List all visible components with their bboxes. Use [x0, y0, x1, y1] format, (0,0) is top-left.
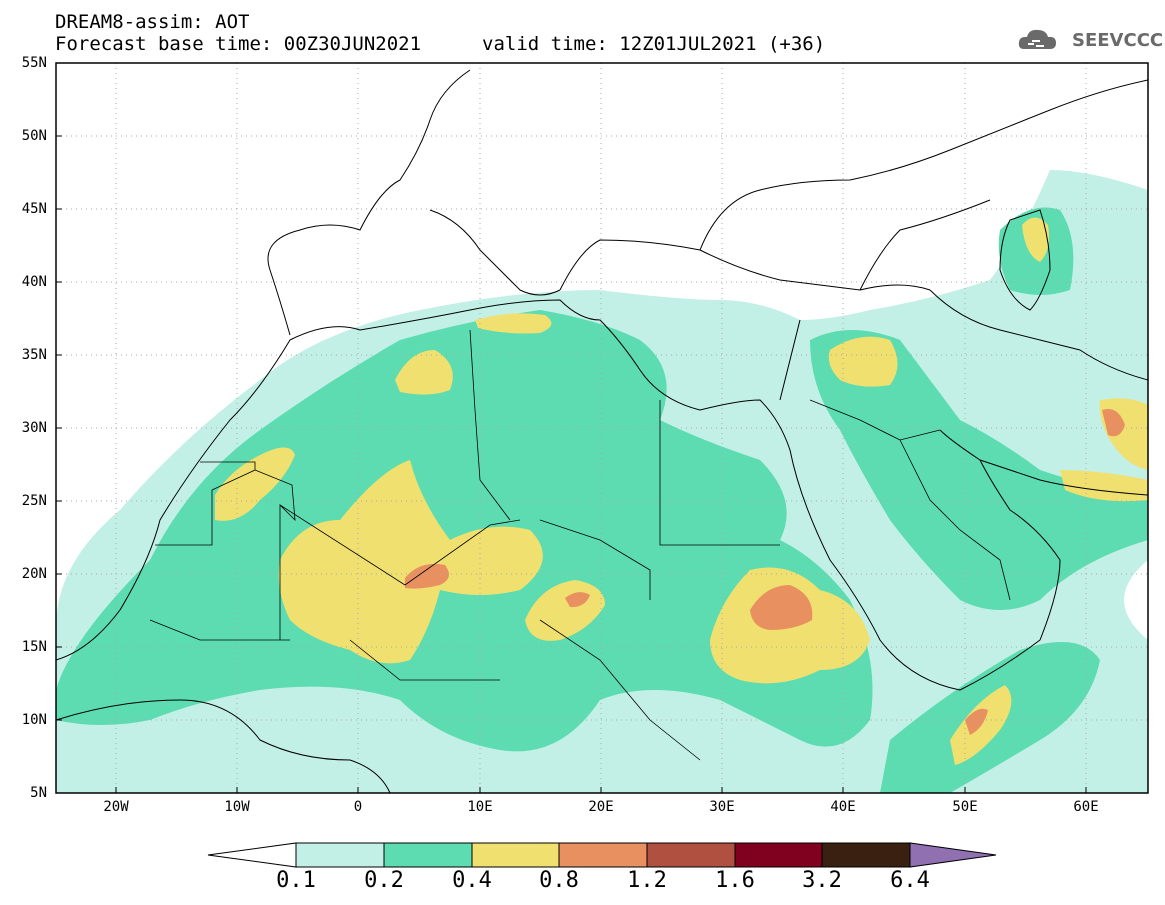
lat-label: 15N	[21, 639, 47, 655]
lon-label: 50E	[952, 799, 978, 815]
aot-level-0.8-arabian-sea	[965, 708, 988, 735]
lon-label: 20E	[588, 799, 614, 815]
lon-label: 30E	[709, 799, 735, 815]
aot-level-0.4-iraq	[828, 336, 898, 387]
colorbar-segment	[558, 842, 648, 868]
logo-text: SEEVCCC	[1072, 30, 1164, 51]
colorbar-label: 6.4	[890, 868, 930, 893]
lon-label: 10E	[467, 799, 493, 815]
aot-level-0.2-west	[56, 310, 873, 752]
colorbar-segment	[471, 842, 560, 868]
lat-label: 40N	[21, 274, 47, 290]
colorbar-label: 0.4	[452, 868, 492, 893]
aot-level-0.4-caspian	[1022, 217, 1049, 262]
aot-level-0.4-sahara	[278, 460, 543, 664]
lat-label: 5N	[30, 785, 47, 801]
colorbar-label: 0.1	[276, 868, 316, 893]
aot-level-0.8-niger	[405, 563, 449, 589]
colorbar-segment	[734, 842, 823, 868]
aot-level-0.4-algeria	[395, 350, 453, 395]
lon-label: 10W	[224, 799, 250, 815]
lat-label: 25N	[21, 493, 47, 509]
colorbar-label: 1.2	[627, 868, 667, 893]
map-title: DREAM8-assim: AOT	[55, 11, 250, 33]
tick-marks	[56, 62, 1087, 793]
aot-level-0.8-iran	[1102, 409, 1125, 437]
lat-label: 45N	[21, 201, 47, 217]
graticule	[56, 63, 1148, 793]
colorbar-segment	[383, 842, 473, 868]
colorbar-label: 0.8	[539, 868, 579, 893]
aot-field	[56, 170, 1148, 793]
aot-level-0.4-tunisia	[475, 313, 552, 334]
cloud-icon	[1018, 29, 1056, 49]
lon-label: 20W	[103, 799, 129, 815]
lon-label: 60E	[1073, 799, 1099, 815]
lat-label: 10N	[21, 712, 47, 728]
colorbar-segment	[295, 842, 385, 868]
lon-label: 40E	[830, 799, 856, 815]
lat-label: 30N	[21, 420, 47, 436]
lat-label: 55N	[21, 55, 47, 71]
aot-level-0.2-east	[810, 330, 1148, 610]
lat-label: 35N	[21, 347, 47, 363]
lon-label: 0	[353, 799, 363, 815]
lat-label: 50N	[21, 128, 47, 144]
colorbar-segment	[646, 842, 736, 868]
colorbar-label: 3.2	[802, 868, 842, 893]
valid-time: valid time: 12Z01JUL2021 (+36)	[482, 33, 826, 55]
aot-level-0.8-chad	[565, 592, 590, 608]
aot-level-0.8-sudan	[750, 585, 813, 630]
forecast-base-time: Forecast base time: 00Z30JUN2021	[55, 33, 422, 55]
aot-level-0.4-mauritania	[215, 447, 295, 521]
colorbar-label: 1.6	[715, 868, 755, 893]
colorbar-label: 0.2	[364, 868, 404, 893]
lat-label: 20N	[21, 566, 47, 582]
colorbar-high-triangle	[909, 842, 997, 868]
borders	[149, 329, 1011, 761]
colorbar-low-triangle	[207, 842, 297, 868]
colorbar-segment	[821, 842, 911, 868]
coastlines	[56, 69, 1148, 793]
